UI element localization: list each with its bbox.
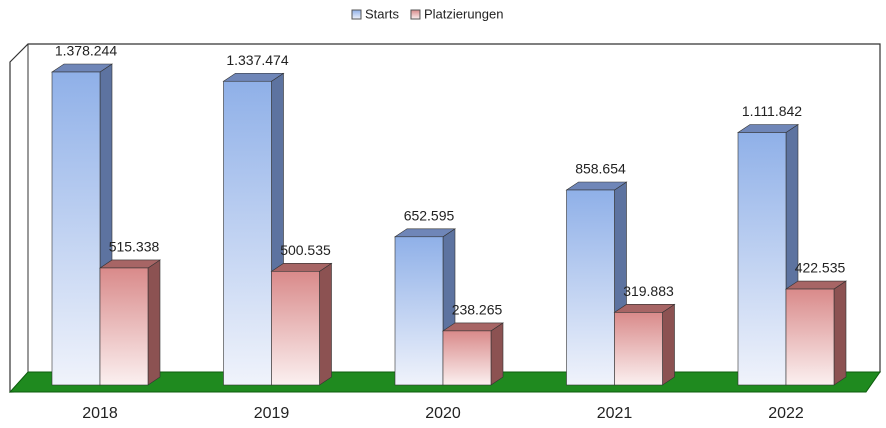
legend-label: Platzierungen: [424, 6, 504, 21]
bar-front: [614, 312, 663, 386]
value-label: 515.338: [109, 239, 160, 255]
value-label: 422.535: [795, 260, 846, 276]
x-tick-label: 2022: [768, 405, 804, 422]
bar-front: [99, 267, 149, 386]
bar: [785, 280, 847, 386]
value-label: 1.378.244: [55, 43, 117, 59]
bar-front: [223, 80, 272, 386]
bar-front: [271, 271, 320, 386]
bar-front: [51, 71, 101, 386]
bar-front: [785, 288, 835, 386]
value-label: 319.883: [623, 283, 674, 299]
bar: [270, 262, 333, 386]
bar: [442, 322, 504, 386]
legend: Starts Platzierungen: [351, 6, 504, 21]
x-tick-label: 2021: [597, 405, 633, 422]
legend-swatch: [351, 9, 362, 20]
bar-side: [833, 280, 847, 386]
value-label: 500.535: [280, 242, 331, 258]
x-tick-label: 2018: [82, 405, 118, 422]
bar-front: [566, 189, 615, 386]
bar-side: [662, 303, 675, 386]
value-label: 1.111.842: [742, 103, 802, 119]
x-tick-label: 2020: [425, 405, 461, 422]
value-label: 238.265: [452, 302, 503, 318]
bar: [51, 63, 113, 386]
legend-swatch: [410, 9, 421, 20]
value-label: 1.337.474: [226, 52, 288, 68]
x-tick-label: 2019: [254, 405, 290, 422]
legend-label: Starts: [365, 6, 399, 21]
bar-front: [394, 236, 444, 386]
value-label: 652.595: [404, 207, 455, 223]
value-label: 858.654: [575, 161, 626, 177]
bar-side: [490, 322, 504, 386]
bar-front: [442, 330, 492, 386]
bar: [99, 259, 161, 386]
bar: [613, 303, 676, 386]
bar-side: [147, 259, 161, 386]
bar-side: [319, 262, 332, 386]
bar-front: [737, 132, 787, 386]
